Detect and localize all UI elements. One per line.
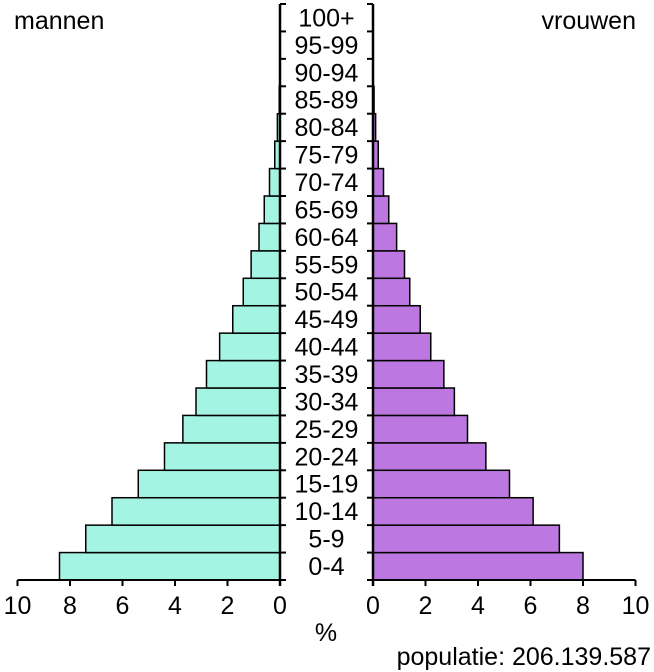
bar-male-45-49 [232, 304, 281, 334]
bar-male-5-9 [85, 524, 281, 554]
age-label: 5-9 [308, 526, 344, 554]
bar-female-65-69 [372, 195, 390, 225]
bar-male-65-69 [263, 195, 281, 225]
bar-female-10-14 [372, 496, 534, 526]
age-label: 80-84 [295, 114, 359, 142]
age-label: 70-74 [295, 169, 359, 197]
age-label: 65-69 [295, 196, 359, 224]
bar-male-25-29 [182, 414, 281, 444]
age-label: 10-14 [295, 498, 359, 526]
x-tick-label-right: 8 [576, 592, 590, 620]
age-label: 100+ [298, 4, 354, 32]
male-label: mannen [14, 7, 104, 35]
axes [17, 3, 636, 586]
age-label: 85-89 [295, 87, 359, 115]
bar-female-60-64 [372, 222, 398, 252]
age-label: 45-49 [295, 306, 359, 334]
bar-female-70-74 [372, 167, 385, 197]
age-label: 30-34 [295, 388, 359, 416]
age-label: 75-79 [295, 142, 359, 170]
bar-male-15-19 [137, 469, 281, 499]
age-label: 55-59 [295, 251, 359, 279]
x-tick-label-left: 10 [4, 592, 32, 620]
bar-female-40-44 [372, 332, 432, 362]
bar-male-30-34 [195, 387, 281, 417]
age-label: 35-39 [295, 361, 359, 389]
female-bars [372, 58, 584, 581]
x-tick-label-right: 2 [419, 592, 433, 620]
age-label: 25-29 [295, 416, 359, 444]
age-label: 90-94 [295, 59, 359, 87]
bar-male-55-59 [250, 250, 281, 280]
bar-female-55-59 [372, 250, 406, 280]
age-label: 40-44 [295, 334, 359, 362]
population-footer: populatie: 206.139.587 [397, 643, 651, 671]
bar-male-50-54 [242, 277, 281, 307]
bar-female-30-34 [372, 387, 456, 417]
age-group-labels: 0-45-910-1415-1920-2425-2930-3435-3940-4… [295, 4, 359, 581]
x-tick-label-right: 10 [622, 592, 650, 620]
bar-male-60-64 [258, 222, 281, 252]
bar-male-35-39 [205, 359, 281, 389]
bar-male-0-4 [58, 551, 281, 581]
bar-female-50-54 [372, 277, 411, 307]
bar-female-45-49 [372, 304, 421, 334]
age-label: 0-4 [308, 553, 344, 581]
age-label: 50-54 [295, 279, 359, 307]
bar-male-70-74 [268, 167, 281, 197]
age-label: 60-64 [295, 224, 359, 252]
x-tick-label-right: 6 [524, 592, 538, 620]
male-bars [58, 58, 281, 581]
bar-male-20-24 [163, 442, 281, 472]
x-tick-label-right: 0 [366, 592, 380, 620]
bar-female-15-19 [372, 469, 511, 499]
female-label: vrouwen [542, 7, 637, 35]
bar-female-5-9 [372, 524, 561, 554]
x-tick-label-left: 2 [221, 592, 235, 620]
x-tick-label-left: 0 [273, 592, 287, 620]
x-tick-label-left: 4 [168, 592, 182, 620]
bar-female-25-29 [372, 414, 469, 444]
x-tick-label-left: 8 [63, 592, 77, 620]
bar-male-40-44 [218, 332, 281, 362]
age-label: 15-19 [295, 471, 359, 499]
x-tick-label-left: 6 [116, 592, 130, 620]
x-tick-label-right: 4 [471, 592, 485, 620]
age-label: 20-24 [295, 443, 359, 471]
bar-male-10-14 [111, 496, 281, 526]
x-axis-ticks: 0 0 2 2 4 4 6 6 8 8 10 10 [4, 580, 650, 620]
x-axis-unit-label: % [315, 619, 337, 647]
age-label: 95-99 [295, 32, 359, 60]
bar-female-0-4 [372, 551, 584, 581]
bar-female-20-24 [372, 442, 487, 472]
bar-female-35-39 [372, 359, 445, 389]
